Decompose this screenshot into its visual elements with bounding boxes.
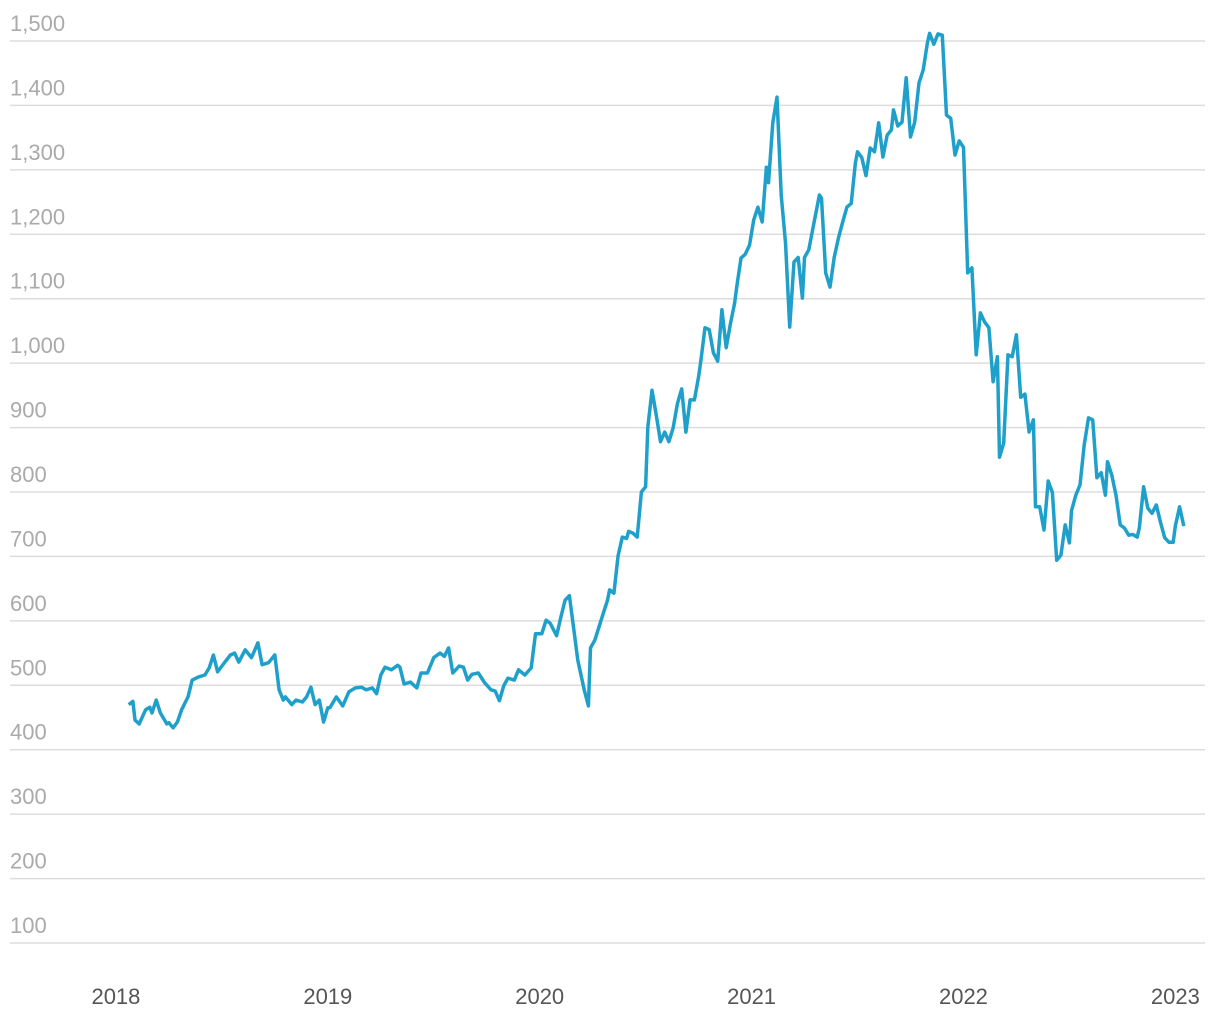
y-tick-label: 800 — [10, 462, 47, 487]
y-tick-label: 100 — [10, 913, 47, 938]
y-tick-label: 600 — [10, 591, 47, 616]
line — [127, 31, 1186, 730]
y-tick-label: 300 — [10, 784, 47, 809]
x-tick-label: 2023 — [1151, 984, 1200, 1009]
x-tick-label: 2018 — [91, 984, 140, 1009]
y-tick-label: 900 — [10, 398, 47, 423]
y-tick-label: 1,500 — [10, 11, 65, 36]
y-tick-label: 1,100 — [10, 269, 65, 294]
x-tick-label: 2020 — [515, 984, 564, 1009]
y-tick-label: 700 — [10, 526, 47, 551]
y-tick-label: 200 — [10, 849, 47, 874]
y-tick-label: 400 — [10, 720, 47, 745]
y-tick-label: 1,400 — [10, 75, 65, 100]
x-tick-label: 2019 — [303, 984, 352, 1009]
y-tick-label: 1,000 — [10, 333, 65, 358]
x-tick-label: 2022 — [939, 984, 988, 1009]
y-tick-label: 1,200 — [10, 204, 65, 229]
y-tick-label: 500 — [10, 655, 47, 680]
y-tick-label: 1,300 — [10, 140, 65, 165]
x-tick-label: 2021 — [727, 984, 776, 1009]
